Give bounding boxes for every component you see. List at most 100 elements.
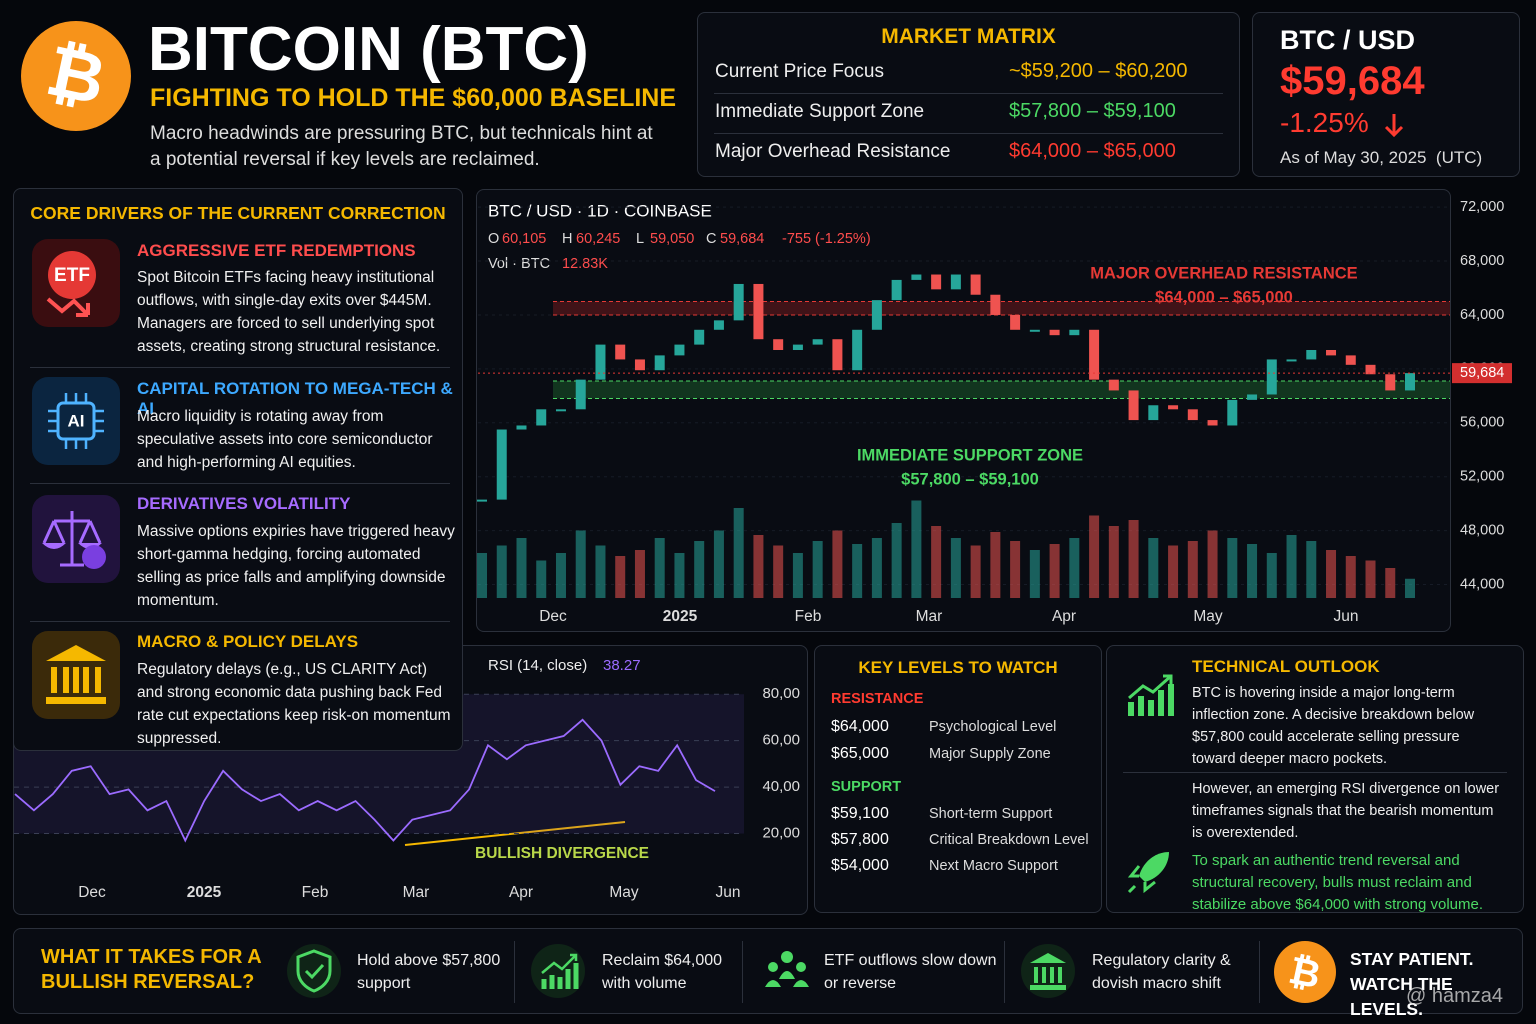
volume-bar [615,556,626,598]
bank-icon [32,631,120,719]
level-price: $59,100 [831,805,889,822]
divider [1259,941,1260,1003]
bitcoin-logo: ₿ [21,21,131,131]
candle [1405,373,1415,391]
volume-bar [1306,541,1317,598]
resistance-title: RESISTANCE [831,691,924,707]
candle [713,320,724,330]
matrix-value: $57,800 – $59,100 [1009,100,1176,122]
candle [674,344,685,356]
outlook-title: TECHNICAL OUTLOOK [1192,657,1380,676]
y-tick-label: 44,000 [1460,576,1504,592]
volume-bar [1365,560,1376,598]
divider [714,133,1223,134]
etf-icon-label: ETF [54,265,90,286]
support-zone [553,381,1450,399]
y-tick-label: 68,000 [1460,253,1504,269]
candle [1089,329,1100,380]
y-tick-label: 72,000 [1460,199,1504,215]
volume-bar [812,541,823,598]
divider [30,621,450,622]
level-note: Psychological Level [929,719,1057,735]
candle [970,274,981,295]
candle [753,283,764,340]
matrix-value: $64,000 – $65,000 [1009,140,1176,162]
ohlc-value: 60,245 [576,231,620,247]
matrix-value: ~$59,200 – $60,200 [1009,60,1188,82]
driver-text: Spot Bitcoin ETFs facing heavy instituti… [137,269,441,355]
support-title: SUPPORT [831,779,902,795]
matrix-label: Current Price Focus [715,61,884,82]
as-of: As of May 30, 2025 (UTC) [1280,148,1483,167]
volume-bar [694,541,705,598]
x-tick-label: May [609,884,639,901]
volume-bar [1108,526,1119,598]
divider [514,941,515,1003]
candle [773,339,784,350]
chart-up-icon [1128,674,1174,716]
rsi-value: 38.27 [603,657,641,674]
y-tick-label: 80,00 [762,685,800,702]
candle [654,355,665,371]
candle [477,499,487,502]
candle [871,300,882,330]
matrix-label: Immediate Support Zone [715,101,925,122]
candle [1069,329,1080,336]
volume-label: Vol · BTC [488,256,550,272]
price: $59,684 [1280,59,1425,103]
candle [931,274,942,290]
divider [30,367,450,368]
footer-panel: WHAT IT TAKES FOR A BULLISH REVERSAL? Ho… [13,928,1523,1019]
x-tick-label: 2025 [187,884,222,901]
resistance-zone [553,301,1450,315]
volume-bar [753,535,764,598]
volume-bar [1286,535,1297,598]
candle [555,409,566,412]
etf-icon: ETF [32,239,120,327]
candle [634,359,645,371]
level-note: Critical Breakdown Level [929,832,1089,848]
outlook-text: However, an emerging RSI divergence on l… [1192,781,1500,841]
volume-bar [733,508,744,598]
candle [536,409,547,426]
y-tick-label: 52,000 [1460,469,1504,485]
description: Macro headwinds are pressuring BTC, but … [150,123,653,170]
candle [1029,329,1040,332]
y-tick-label: 64,000 [1460,307,1504,323]
volume-bar [1345,556,1356,598]
drivers-panel: CORE DRIVERS OF THE CURRENT CORRECTION E… [13,188,463,751]
zone-label: IMMEDIATE SUPPORT ZONE [857,446,1083,464]
candle [1385,374,1396,391]
candle [694,329,705,345]
matrix-title: MARKET MATRIX [881,25,1056,48]
level-note: Short-term Support [929,806,1053,822]
candle [516,425,527,430]
level-note: Major Supply Zone [929,746,1051,762]
volume-bar [1266,553,1277,598]
level-price: $65,000 [831,745,889,762]
candle [792,344,803,350]
volume-bar [832,530,843,598]
volume-bar [654,538,665,598]
y-tick-label: 56,000 [1460,415,1504,431]
y-tick-label: 20,00 [762,825,800,842]
candle [1326,350,1337,356]
volume-bar [1326,550,1337,598]
ohlc-key: H [562,231,572,247]
volume-bar [536,560,547,598]
volume-bar [773,545,784,598]
subtitle: FIGHTING TO HOLD THE $60,000 BASELINE [150,84,677,112]
volume-bar [891,523,902,598]
page-title: BITCOIN (BTC) [148,15,589,84]
last-price-label: 59,684 [1460,365,1504,381]
people-icon [765,951,809,987]
candle [1365,364,1376,375]
volume-bar [990,532,1001,598]
footer-title: WHAT IT TAKES FOR A BULLISH REVERSAL? [41,946,261,993]
x-tick-label: 2025 [663,608,698,625]
candle [812,339,823,345]
volume-bar [674,553,685,598]
driver-title: MACRO & POLICY DELAYS [137,632,359,651]
